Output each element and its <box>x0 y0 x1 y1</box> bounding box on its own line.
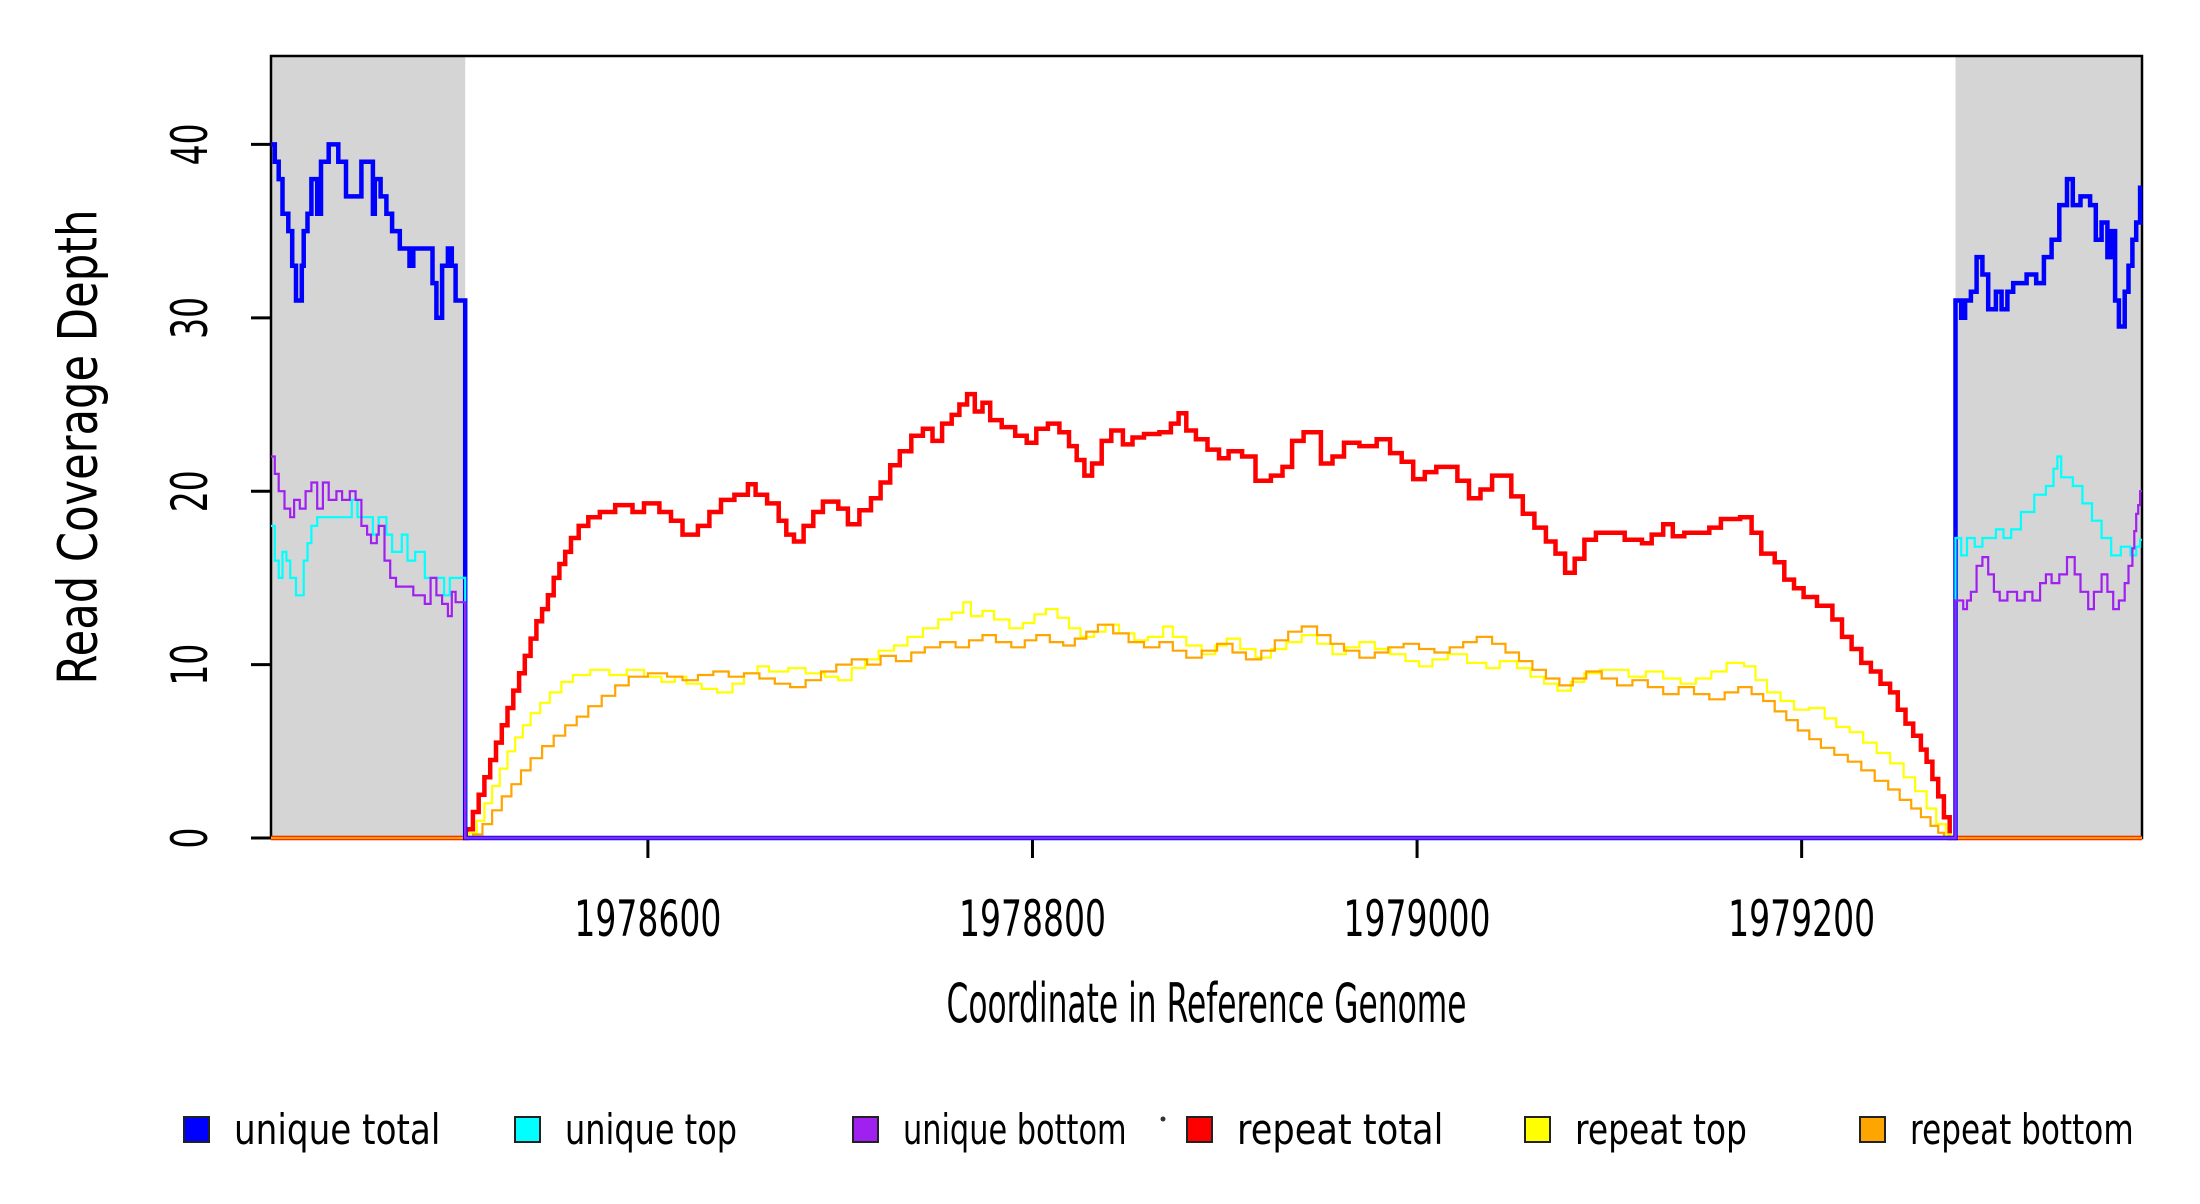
series-lines <box>271 142 2143 841</box>
series-line-unique-total <box>271 142 2143 841</box>
y-axis: 0 10 20 30 40 <box>161 123 271 849</box>
series-line-repeat-top <box>271 601 2142 840</box>
y-tick-label: 40 <box>161 123 219 165</box>
legend-swatch-unique-total-icon <box>183 1116 210 1143</box>
legend-swatch-repeat-bottom-icon <box>1859 1116 1886 1143</box>
legend-swatch-repeat-total-icon <box>1186 1116 1213 1143</box>
legend-item-repeat-total: repeat total <box>1186 1105 1443 1154</box>
x-tick-label: 1979000 <box>1344 890 1491 948</box>
legend-label: unique top <box>565 1105 737 1154</box>
x-tick-label: 1978800 <box>959 890 1106 948</box>
legend-item-unique-bottom: unique bottom <box>852 1105 1127 1154</box>
shaded-region-left-flank <box>271 56 466 838</box>
legend-item-unique-top: unique top <box>514 1105 737 1154</box>
y-tick-label: 30 <box>161 297 219 339</box>
x-tick-label: 1979200 <box>1728 890 1875 948</box>
legend-label: unique total <box>234 1105 440 1154</box>
series-line-unique-bottom <box>271 455 2142 840</box>
legend-swatch-unique-top-icon <box>514 1116 541 1143</box>
legend: unique total unique top unique bottom repea… <box>183 1105 2134 1154</box>
x-axis: 1978600 1978800 1979000 1979200 <box>574 838 1875 948</box>
legend-item-repeat-bottom: repeat bottom <box>1859 1105 2134 1154</box>
x-tick-label: 1978600 <box>574 890 721 948</box>
y-tick-label: 10 <box>161 644 219 686</box>
series-line-repeat-bottom <box>271 623 2142 840</box>
y-axis-title: Read Coverage Depth <box>47 209 110 684</box>
legend-item-unique-total: unique total <box>183 1105 440 1154</box>
legend-item-repeat-top: repeat top <box>1524 1105 1747 1154</box>
legend-label: repeat bottom <box>1910 1105 2134 1154</box>
shaded-region-right-flank <box>1955 56 2142 838</box>
legend-label: repeat total <box>1237 1105 1443 1154</box>
legend-label: repeat top <box>1575 1105 1747 1154</box>
x-axis-title: Coordinate in Reference Genome <box>947 972 1467 1035</box>
legend-label: unique bottom <box>903 1105 1127 1154</box>
stray-dot <box>1160 1116 1166 1122</box>
series-line-repeat-total <box>271 391 2142 841</box>
y-tick-label: 20 <box>161 470 219 512</box>
legend-swatch-repeat-top-icon <box>1524 1116 1551 1143</box>
y-tick-label: 0 <box>161 828 219 849</box>
legend-swatch-unique-bottom-icon <box>852 1116 879 1143</box>
